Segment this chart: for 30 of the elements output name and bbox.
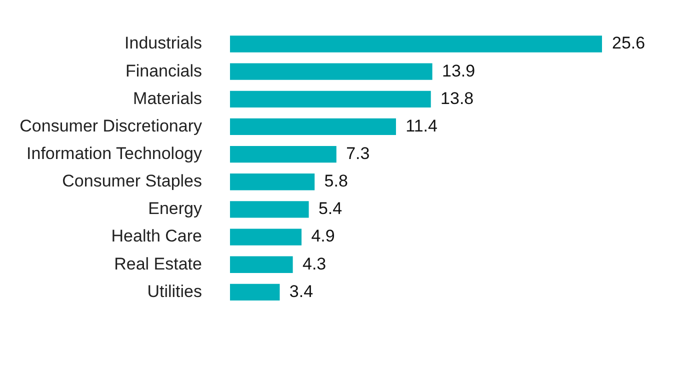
bar bbox=[230, 90, 431, 108]
data-label: 7.3 bbox=[346, 144, 370, 163]
y-tick-label: Utilities bbox=[147, 282, 202, 301]
y-tick-label: Financials bbox=[125, 61, 202, 80]
y-tick-label: Consumer Staples bbox=[62, 172, 202, 191]
data-label: 5.8 bbox=[324, 172, 348, 191]
bar bbox=[230, 228, 302, 246]
y-tick-label: Health Care bbox=[111, 226, 202, 246]
bar bbox=[230, 36, 602, 52]
data-label: 5.4 bbox=[318, 199, 342, 218]
data-label: 3.4 bbox=[289, 282, 314, 301]
data-label: 25.6 bbox=[612, 34, 646, 53]
bar bbox=[230, 63, 432, 80]
bar bbox=[230, 146, 336, 163]
bar bbox=[230, 201, 309, 218]
data-label: 11.4 bbox=[406, 116, 438, 136]
bar bbox=[230, 284, 280, 301]
y-tick-label: Energy bbox=[148, 199, 202, 218]
data-label: 4.9 bbox=[311, 226, 335, 246]
y-tick-label: Materials bbox=[133, 88, 202, 108]
data-label: 4.3 bbox=[302, 254, 326, 274]
bar bbox=[230, 118, 396, 136]
y-tick-label: Industrials bbox=[124, 34, 202, 53]
y-tick-label: Real Estate bbox=[114, 254, 202, 274]
bar bbox=[230, 174, 315, 190]
bar bbox=[230, 256, 293, 273]
y-tick-label: Consumer Discretionary bbox=[20, 116, 202, 136]
y-tick-label: Information Technology bbox=[26, 144, 202, 163]
data-label: 13.9 bbox=[442, 61, 476, 80]
data-label: 13.8 bbox=[440, 88, 474, 108]
